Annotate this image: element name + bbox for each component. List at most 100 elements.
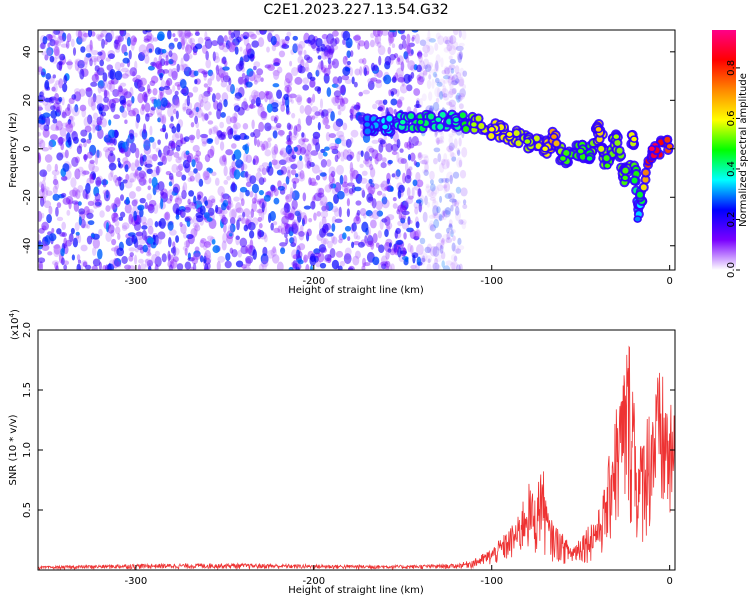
heatmap-cell — [406, 227, 414, 233]
heatmap-cell — [320, 158, 327, 168]
heatmap-cell — [249, 94, 254, 103]
heatmap-cell — [222, 232, 228, 244]
ridge-peak — [434, 115, 443, 124]
heatmap-cell — [237, 76, 244, 85]
heatmap-cell — [62, 83, 68, 93]
heatmap-cell — [328, 173, 335, 184]
heatmap-cell — [303, 49, 307, 56]
heatmap-cell — [243, 152, 248, 163]
heatmap-cell — [427, 113, 434, 120]
heatmap-cell — [428, 63, 432, 75]
heatmap-cell — [205, 254, 212, 264]
heatmap-cell — [41, 212, 45, 219]
heatmap-cell — [454, 206, 460, 216]
heatmap-cell — [285, 193, 293, 203]
heatmap-cell — [246, 142, 250, 147]
heatmap-cell — [324, 124, 331, 130]
heatmap-cell — [380, 161, 387, 169]
heatmap-cell — [442, 184, 448, 189]
heatmap-cell — [159, 128, 167, 133]
heatmap-cell — [315, 69, 320, 77]
heatmap-cell — [245, 43, 252, 54]
heatmap-cell — [205, 59, 212, 69]
heatmap-cell — [320, 195, 328, 206]
heatmap-cell — [245, 189, 250, 197]
heatmap-cell — [280, 166, 288, 175]
heatmap-cell — [374, 156, 379, 165]
heatmap-cell — [151, 62, 158, 68]
heatmap-cell — [396, 206, 402, 212]
heatmap-cell — [273, 62, 280, 67]
heatmap-cell — [372, 232, 378, 244]
heatmap-cell — [285, 237, 289, 245]
heatmap-cell — [157, 231, 166, 240]
heatmap-cell — [403, 51, 409, 60]
heatmap-cell — [175, 156, 182, 164]
heatmap-cell — [448, 35, 457, 45]
heatmap-cell — [119, 82, 127, 87]
heatmap-cell — [330, 183, 337, 189]
heatmap-cell — [273, 197, 280, 205]
heatmap-cell — [203, 175, 212, 185]
heatmap-cell — [98, 106, 103, 115]
heatmap-cell — [111, 238, 117, 246]
heatmap-cell — [49, 96, 57, 101]
heatmap-cell — [243, 35, 248, 40]
heatmap-cell — [450, 67, 455, 74]
heatmap-cell — [331, 148, 339, 155]
heatmap-cell — [103, 146, 110, 153]
heatmap-cell — [54, 163, 58, 172]
heatmap-cell — [426, 189, 434, 198]
heatmap-cell — [228, 30, 232, 36]
heatmap-cell — [276, 89, 283, 100]
heatmap-cell — [81, 59, 86, 65]
heatmap-cell — [142, 91, 148, 103]
ridge-peak — [620, 174, 630, 182]
heatmap-cell — [258, 223, 263, 229]
heatmap-cell — [88, 161, 95, 172]
heatmap-cell — [415, 229, 421, 239]
heatmap-cell — [81, 260, 88, 267]
heatmap-cell — [128, 255, 134, 262]
heatmap-cell — [243, 135, 250, 140]
heatmap-cell — [321, 64, 328, 73]
heatmap-cell — [279, 147, 288, 158]
heatmap-cell — [234, 92, 243, 99]
heatmap-cell — [414, 33, 420, 45]
heatmap-cell — [253, 77, 257, 83]
heatmap-cell — [353, 216, 361, 225]
heatmap-cell — [434, 257, 439, 265]
heatmap-cell — [40, 241, 49, 248]
heatmap-cell — [146, 252, 152, 257]
heatmap-cell — [351, 222, 357, 232]
heatmap-cell — [284, 232, 288, 239]
heatmap-cell — [289, 191, 296, 200]
heatmap-cell — [295, 123, 302, 132]
heatmap-cell — [53, 30, 61, 35]
heatmap-cell — [38, 227, 45, 234]
heatmap-cell — [85, 87, 93, 98]
heatmap-cell — [400, 215, 407, 221]
heatmap-cell — [275, 122, 282, 129]
heatmap-cell — [257, 105, 265, 117]
heatmap-cell — [290, 169, 297, 176]
heatmap-cell — [384, 55, 392, 66]
heatmap-cell — [61, 122, 69, 128]
heatmap-cell — [63, 264, 68, 270]
spectrogram-axes-frame — [37, 29, 676, 271]
heatmap-cell — [313, 132, 321, 139]
heatmap-cell — [146, 168, 153, 175]
ridge-peak — [362, 120, 372, 129]
heatmap-cell — [442, 75, 451, 80]
heatmap-cell — [192, 253, 201, 259]
heatmap-cell — [411, 136, 419, 147]
heatmap-cell — [343, 186, 351, 196]
heatmap-cell — [180, 223, 187, 235]
heatmap-cell — [422, 69, 428, 76]
heatmap-cell — [55, 80, 61, 85]
heatmap-cell — [172, 183, 181, 194]
heatmap-cell — [39, 196, 45, 207]
spectrogram-marks — [38, 30, 674, 270]
heatmap-cell — [168, 172, 174, 180]
